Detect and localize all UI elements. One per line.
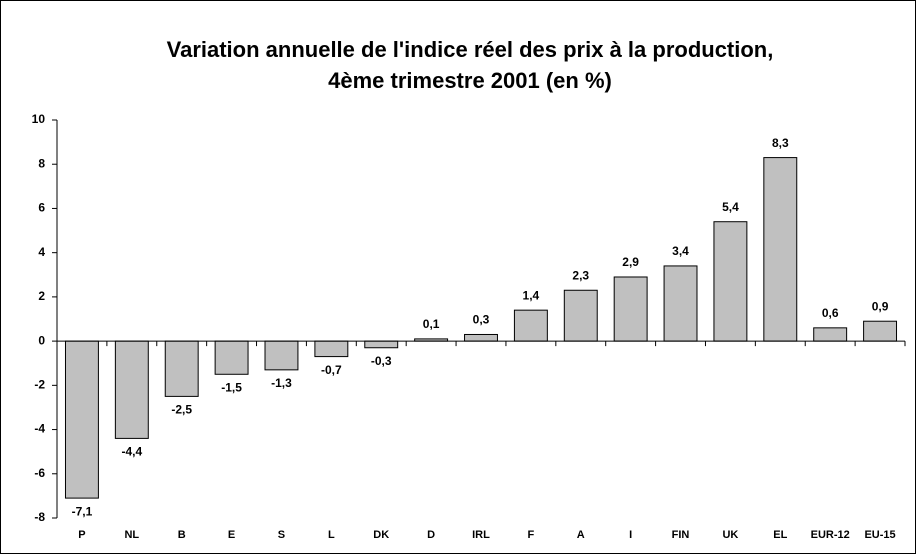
x-tick-label: I [629,529,632,541]
y-tick-label: 10 [32,112,46,126]
x-tick-label: F [528,529,535,541]
y-tick-label: 2 [38,289,45,303]
x-tick-label: DK [373,529,389,541]
bar [314,340,349,358]
y-tick-label: -8 [34,510,45,524]
y-tick-label: 6 [38,201,45,215]
value-label: -1,3 [271,376,292,390]
value-label: 0,3 [473,313,490,327]
value-label: -1,5 [221,380,242,394]
x-tick-label: E [228,529,235,541]
x-tick-label: EL [773,529,787,541]
value-label: 3,4 [672,244,689,258]
x-tick-label: D [427,529,435,541]
bar [763,157,798,342]
bar [64,340,99,499]
bar [164,340,199,397]
x-tick-label: EU-15 [864,529,895,541]
value-label: 0,1 [423,317,440,331]
value-label: -7,1 [72,504,93,518]
bar [114,340,149,439]
x-tick-label: P [78,529,85,541]
bar [563,289,598,342]
y-tick-label: -6 [34,466,45,480]
x-tick-label: L [328,529,335,541]
value-label: -0,7 [321,363,342,377]
bar [464,333,498,342]
x-tick-label: S [278,529,285,541]
value-label: 8,3 [772,136,789,150]
y-tick-label: 4 [38,245,45,259]
bar [663,265,698,342]
chart-title: 4ème trimestre 2001 (en %) [328,68,612,93]
value-label: 0,9 [872,299,889,313]
bar [513,309,548,342]
chart-title: Variation annuelle de l'indice réel des … [167,37,774,62]
bar [613,276,648,342]
bar [214,340,249,375]
x-tick-label: NL [124,529,139,541]
value-label: -0,3 [371,354,392,368]
value-label: 5,4 [722,200,739,214]
y-tick-label: -2 [34,378,45,392]
value-label: -4,4 [121,445,142,459]
x-tick-label: UK [722,529,738,541]
bar [713,221,748,342]
bar [264,340,299,371]
value-label: 2,3 [572,268,589,282]
value-label: -2,5 [171,403,192,417]
bar [364,340,399,349]
x-tick-label: B [178,529,186,541]
x-tick-label: FIN [672,529,690,541]
y-tick-label: 8 [38,156,45,170]
value-label: 2,9 [622,255,639,269]
bar [813,327,848,342]
y-tick-label: -4 [34,422,45,436]
bar [863,320,898,342]
x-tick-label: IRL [472,529,490,541]
x-tick-label: EUR-12 [811,529,850,541]
x-tick-label: A [577,529,585,541]
value-label: 0,6 [822,306,839,320]
value-label: 1,4 [523,288,540,302]
y-tick-label: 0 [38,333,45,347]
